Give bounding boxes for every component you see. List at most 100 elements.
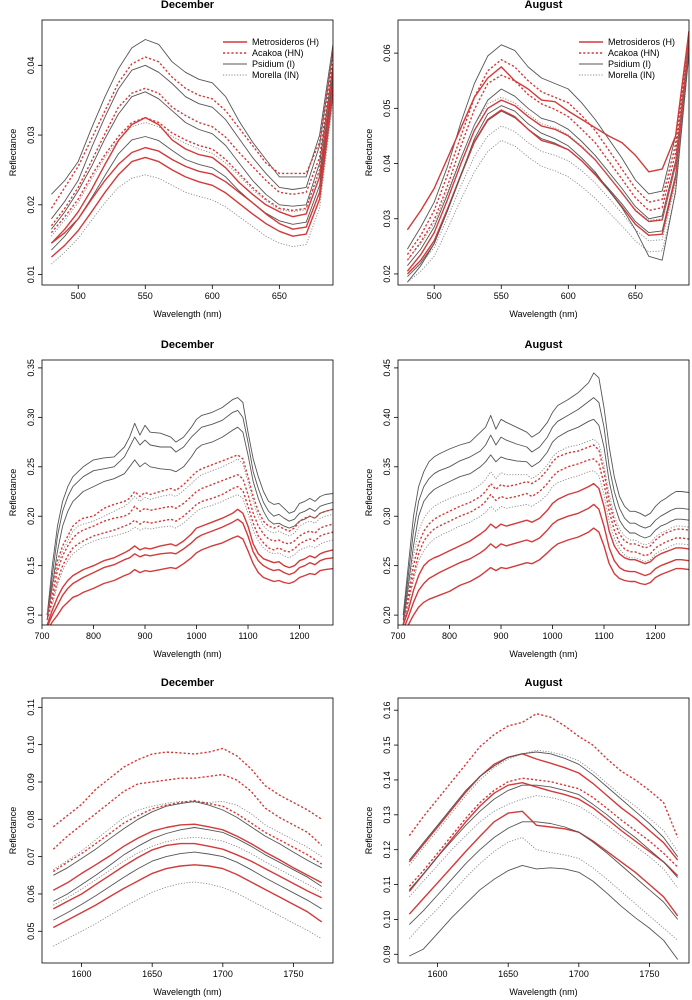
series-line [50, 93, 333, 258]
series-line [52, 773, 323, 850]
series-line [402, 458, 689, 625]
series-line [50, 51, 333, 209]
series-line [53, 800, 322, 876]
series-line [406, 30, 689, 255]
series-line [47, 518, 333, 625]
series-line [408, 753, 679, 863]
x-tick-label: 650 [272, 291, 287, 301]
series-line [50, 58, 333, 227]
legend-label: Metrosideros (H) [252, 37, 319, 47]
legend-label: Psidium (I) [252, 59, 295, 69]
plot-frame [41, 19, 334, 286]
series-line [52, 864, 323, 929]
series-line [407, 50, 689, 278]
series-line [46, 508, 333, 625]
y-tick-label: 0.02 [26, 196, 36, 214]
y-tick-label: 0.06 [26, 885, 36, 903]
chart-title: August [525, 0, 563, 11]
series-line [46, 458, 333, 616]
series-group [402, 372, 689, 625]
series-line [409, 864, 679, 960]
x-tick-label: 700 [390, 631, 405, 641]
y-tick-label: 0.40 [382, 409, 392, 427]
series-line [408, 837, 678, 941]
x-tick-label: 650 [628, 291, 643, 301]
y-tick-label: 0.07 [26, 848, 36, 866]
y-tick-label: 0.03 [382, 210, 392, 228]
y-tick-label: 0.35 [26, 359, 36, 377]
chart-title: December [161, 339, 215, 351]
series-line [407, 42, 689, 261]
y-tick-label: 0.20 [382, 606, 392, 624]
series-line [46, 397, 333, 616]
y-tick-label: 0.35 [382, 458, 392, 476]
x-axis-label: Wavelength (nm) [509, 987, 577, 997]
y-tick-label: 0.13 [382, 806, 392, 824]
legend-label: Morella (IN) [608, 70, 655, 80]
series-line [408, 784, 679, 891]
legend-label: Morella (IN) [252, 70, 299, 80]
series-line [407, 527, 689, 625]
y-tick-label: 0.11 [26, 699, 36, 716]
panel-august-swir: August 1600 1650 1700 1750 0.09 0.10 0.11 0.12 0.… [364, 677, 690, 997]
series-line [50, 86, 333, 244]
y-tick-label: 0.06 [382, 44, 392, 62]
plot-frame [397, 359, 690, 626]
y-tick-label: 0.12 [382, 841, 392, 859]
x-tick-label: 1600 [428, 969, 448, 979]
series-line [402, 482, 689, 625]
series-line [46, 426, 333, 621]
x-tick-label: 1100 [238, 631, 257, 641]
chart-title: December [161, 0, 215, 11]
series-line [50, 72, 333, 244]
chart-title: August [525, 339, 563, 351]
series-line [406, 30, 689, 231]
y-axis-label: Reflectance [8, 469, 18, 517]
series-line [53, 800, 322, 871]
panel-december-swir: December 1600 1650 1700 1750 0.05 0.06 0.07 0.08… [8, 677, 334, 997]
series-line [408, 713, 679, 838]
y-tick-label: 0.05 [382, 100, 392, 118]
series-line [53, 827, 322, 902]
series-line [52, 799, 323, 873]
y-tick-label: 0.08 [26, 811, 36, 829]
series-line [402, 372, 689, 616]
x-tick-label: 1200 [646, 631, 666, 641]
y-tick-label: 0.11 [382, 876, 392, 893]
plot-frame [41, 697, 334, 964]
y-axis-label: Reflectance [8, 129, 18, 177]
series-line [53, 851, 322, 921]
x-tick-label: 1000 [186, 631, 206, 641]
y-tick-label: 0.04 [382, 155, 392, 173]
x-tick-label: 1750 [283, 969, 303, 979]
series-line [52, 823, 323, 891]
panel-december-nir: December 700 800 900 1000 1100 1200 0.10 0.15 0.2… [8, 339, 334, 659]
y-tick-label: 0.09 [26, 773, 36, 791]
series-line [52, 842, 323, 910]
x-tick-label: 600 [205, 291, 220, 301]
x-tick-label: 1700 [213, 969, 233, 979]
series-line [51, 65, 333, 230]
series-line [408, 821, 679, 925]
y-tick-label: 0.30 [382, 507, 392, 525]
x-axis-label: Wavelength (nm) [153, 309, 221, 319]
series-line [408, 782, 679, 892]
y-axis-label: Reflectance [8, 807, 18, 855]
x-tick-label: 1650 [498, 969, 518, 979]
series-line [408, 749, 679, 866]
series-line [52, 747, 323, 828]
y-tick-label: 0.25 [26, 458, 36, 476]
y-tick-label: 0.15 [26, 557, 36, 575]
series-line [51, 100, 333, 265]
series-group [52, 747, 323, 947]
series-line [406, 42, 689, 272]
series-line [51, 79, 333, 251]
y-tick-label: 0.05 [26, 923, 36, 941]
y-tick-label: 0.10 [26, 606, 36, 624]
series-line [46, 494, 333, 621]
x-tick-label: 550 [494, 291, 509, 301]
y-tick-label: 0.30 [26, 409, 36, 427]
series-line [407, 39, 689, 266]
x-axis-label: Wavelength (nm) [153, 987, 221, 997]
